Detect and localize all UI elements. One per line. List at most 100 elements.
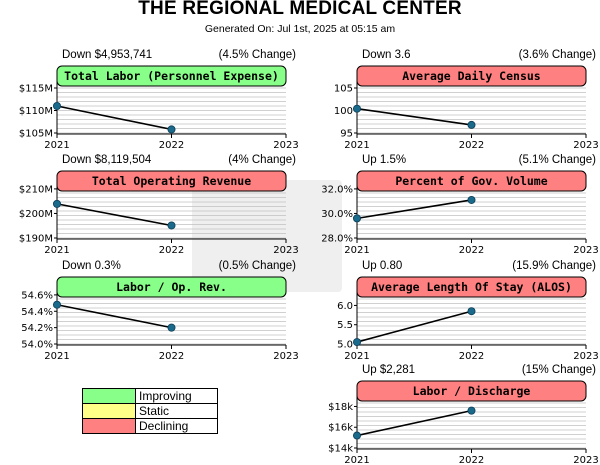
- y-tick-label: $16k: [328, 423, 353, 434]
- chart-svg: 28.0% 30.0% 32.0% 2021 2022 2023 Percent of Go…: [321, 170, 599, 256]
- x-tick-label: 2023: [273, 140, 298, 151]
- chart-panel-percent-gov-volume: 28.0% 30.0% 32.0% 2021 2022 2023 Percent of Go…: [321, 152, 600, 256]
- y-tick-label: 5.0: [337, 340, 353, 351]
- legend-swatch-static: [82, 403, 136, 419]
- legend-item-declining: Declining: [82, 418, 218, 434]
- data-point: [353, 214, 361, 223]
- series-line: [56, 303, 172, 329]
- chart-title: Total Labor (Personnel Expense): [64, 69, 279, 83]
- data-point: [167, 125, 176, 134]
- y-tick-label: 28.0%: [321, 234, 353, 245]
- data-point: [467, 120, 476, 129]
- x-tick-label: 2023: [273, 351, 298, 362]
- change-percent: (15% Change): [521, 364, 596, 376]
- legend-swatch-improving: [82, 388, 136, 404]
- chart-title: Labor / Op. Rev.: [116, 280, 227, 294]
- chart-panel-labor-op-rev: 54.0% 54.2% 54.4% 54.6% 2021 2022 2023 Labor / …: [21, 258, 304, 362]
- change-percent: (4% Change): [228, 154, 296, 166]
- series-line: [356, 199, 472, 220]
- chart-panel-average-daily-census: 95 100 105 2021 2022 2023 Average Daily Census…: [334, 47, 600, 151]
- x-tick-label: 2021: [44, 245, 69, 256]
- chart-title-band: [356, 170, 587, 192]
- x-tick-label: 2022: [459, 351, 484, 362]
- y-tick-label: 54.6%: [21, 290, 53, 301]
- series-line: [356, 310, 472, 343]
- y-tick-label: 100: [334, 106, 353, 117]
- chart-title-band: [56, 170, 287, 192]
- y-tick-label: 54.4%: [21, 307, 53, 318]
- y-tick-label: $110M: [19, 106, 53, 117]
- x-tick-label: 2023: [573, 140, 598, 151]
- legend-label: Improving: [135, 388, 218, 404]
- change-amount: Down 3.6: [362, 49, 411, 61]
- y-tick-label: 95: [340, 129, 353, 140]
- change-amount: Up 1.5%: [362, 154, 407, 166]
- chart-title: Average Daily Census: [402, 69, 540, 83]
- chart-title-band: [56, 65, 287, 87]
- watermark-logo: [192, 180, 342, 292]
- data-point: [167, 221, 176, 230]
- x-tick-label: 2022: [459, 455, 484, 465]
- chart-title-band: [356, 65, 587, 87]
- x-tick-label: 2021: [344, 245, 369, 256]
- y-tick-label: 6.0: [337, 301, 353, 312]
- change-percent: (3.6% Change): [518, 49, 596, 61]
- change-percent: (0.5% Change): [218, 260, 296, 272]
- legend-label: Declining: [135, 418, 218, 434]
- data-point: [353, 104, 361, 113]
- y-tick-label: $115M: [19, 84, 53, 95]
- x-tick-label: 2021: [44, 140, 69, 151]
- series-line: [356, 409, 472, 437]
- data-point: [353, 431, 361, 440]
- chart-panel-total-labor: $105M $110M $115M 2021 2022 2023 Total Labor (…: [19, 47, 304, 151]
- chart-panel-labor-discharge: $14k $16k $18k 2021 2022 2023 Labor / Discharg…: [328, 362, 600, 465]
- series-line: [56, 203, 172, 227]
- x-tick-label: 2022: [459, 245, 484, 256]
- change-percent: (4.5% Change): [218, 49, 296, 61]
- y-tick-label: 105: [334, 84, 353, 95]
- page-title: THE REGIONAL MEDICAL CENTER: [138, 0, 462, 19]
- chart-svg: $105M $110M $115M 2021 2022 2023 Total Labor (…: [19, 65, 299, 151]
- y-tick-label: 54.0%: [21, 340, 53, 351]
- x-tick-label: 2022: [459, 140, 484, 151]
- x-tick-label: 2023: [573, 351, 598, 362]
- x-tick-label: 2023: [273, 245, 298, 256]
- chart-title: Percent of Gov. Volume: [395, 174, 547, 188]
- data-point: [353, 338, 361, 347]
- y-tick-label: $18k: [328, 402, 353, 413]
- chart-panel-alos: 5.0 5.5 6.0 2021 2022 2023 Average Length Of S…: [337, 258, 600, 362]
- chart-title: Average Length Of Stay (ALOS): [371, 280, 572, 294]
- chart-svg: 5.0 5.5 6.0 2021 2022 2023 Average Length Of S…: [337, 276, 599, 362]
- chart-title-band: [356, 276, 587, 298]
- data-point: [467, 406, 476, 415]
- y-tick-label: $190M: [19, 234, 53, 245]
- chart-svg: $14k $16k $18k 2021 2022 2023 Labor / Discharg…: [328, 380, 599, 465]
- chart-title: Labor / Discharge: [413, 384, 531, 398]
- data-point: [467, 195, 476, 204]
- chart-svg: 54.0% 54.2% 54.4% 54.6% 2021 2022 2023 Labor / …: [21, 276, 299, 362]
- change-amount: Up $2,281: [362, 364, 416, 376]
- chart-title-band: [56, 276, 287, 298]
- y-tick-label: $200M: [19, 209, 53, 220]
- data-point: [167, 323, 176, 332]
- series-line: [356, 107, 472, 126]
- chart-svg: $190M $200M $210M 2021 2022 2023 Total Operati…: [19, 170, 299, 256]
- x-tick-label: 2021: [44, 351, 69, 362]
- change-percent: (5.1% Change): [518, 154, 596, 166]
- x-tick-label: 2021: [344, 455, 369, 465]
- legend-item-improving: Improving: [82, 388, 218, 404]
- legend: Improving Static Declining: [82, 388, 218, 434]
- change-percent: (15.9% Change): [512, 260, 596, 272]
- y-tick-label: 54.2%: [21, 323, 53, 334]
- legend-item-static: Static: [82, 403, 218, 419]
- x-tick-label: 2021: [344, 351, 369, 362]
- change-amount: Down $4,953,741: [62, 49, 153, 61]
- x-tick-label: 2023: [573, 455, 598, 465]
- chart-svg: 95 100 105 2021 2022 2023 Average Daily Census: [334, 65, 599, 151]
- x-tick-label: 2023: [573, 245, 598, 256]
- y-tick-label: 30.0%: [321, 209, 353, 220]
- x-tick-label: 2021: [344, 140, 369, 151]
- series-line: [56, 105, 172, 131]
- page-subtitle: Generated On: Jul 1st, 2025 at 05:15 am: [204, 23, 396, 35]
- legend-label: Static: [135, 403, 218, 419]
